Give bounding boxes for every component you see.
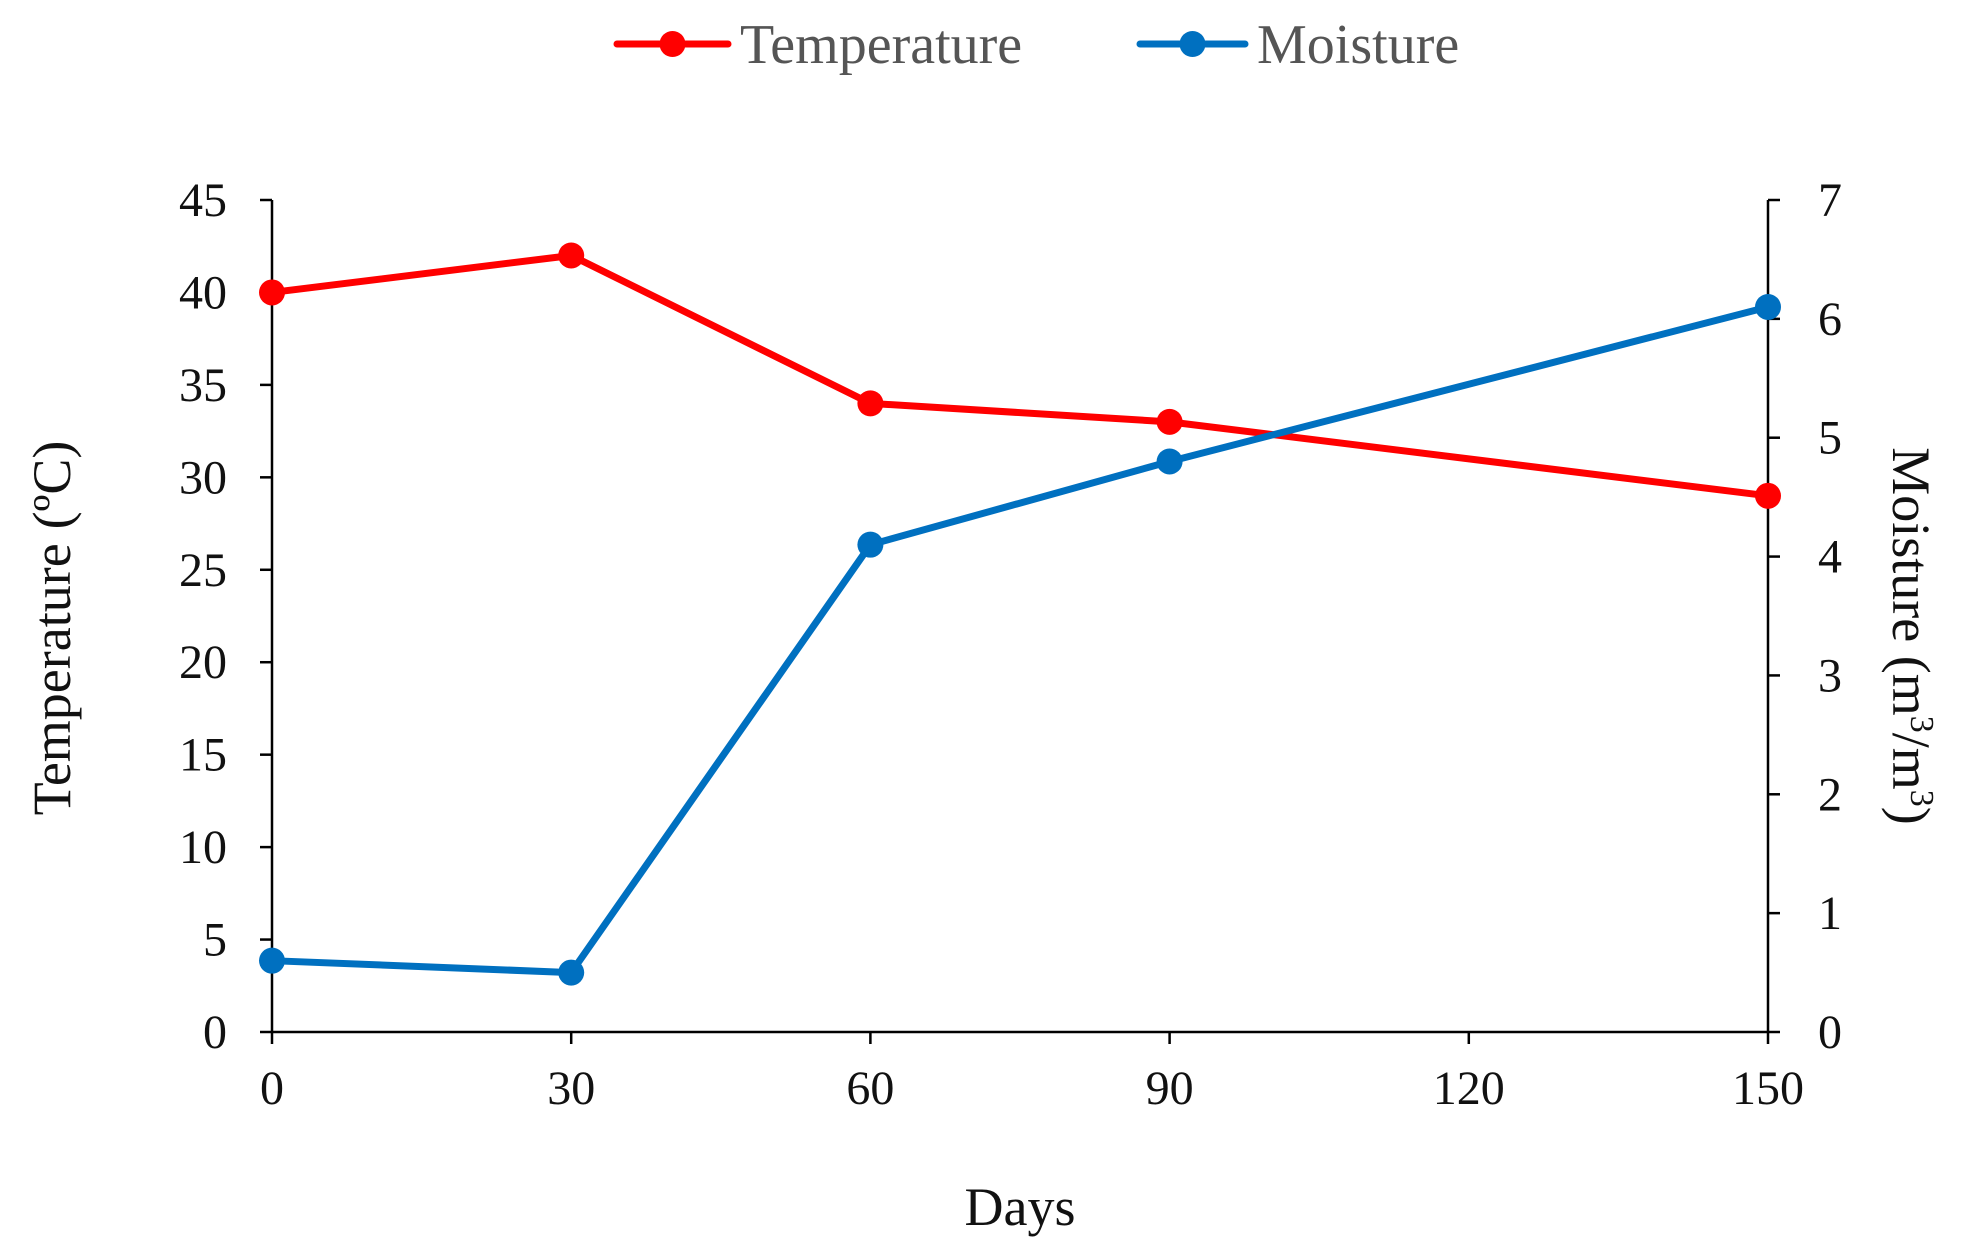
y-left-tick-label: 0 [203,1006,227,1059]
y-left-tick-label: 20 [179,636,227,689]
y-right-title-sup1: 3 [1904,716,1941,733]
axis-titles: Days Temperature(ºC) Moisture (m3/m3) [22,441,1941,1237]
y-right-tick-label: 5 [1818,412,1842,465]
moisture-data-point [1755,293,1781,320]
y-left-tick-label: 15 [179,729,227,782]
y-right-axis-title: Moisture (m3/m3) [1881,447,1941,824]
x-axis-title: Days [965,1177,1076,1237]
y-left-tick-label: 40 [179,266,227,319]
y-left-tick-label: 5 [203,914,227,967]
legend-moisture-label: Moisture [1257,14,1459,76]
y-right-tick-label: 2 [1818,768,1842,821]
moisture-data-point [1156,448,1183,475]
x-tick-label: 120 [1433,1062,1505,1115]
legend-temperature-marker [659,31,686,57]
y-right-tick-label: 3 [1818,649,1842,702]
moisture-data-point [558,959,585,986]
x-tick-label: 150 [1732,1062,1804,1115]
temperature-data-point [1755,482,1781,509]
moisture-data-point [857,531,884,558]
x-tick-label: 60 [846,1062,894,1115]
y-right-title-mid: /m [1881,733,1941,790]
legend-temperature-label: Temperature [740,14,1022,76]
x-tick-label: 30 [547,1062,595,1115]
y-right-title-sup2: 3 [1904,790,1941,807]
y-right-tick-label: 6 [1818,293,1842,346]
temperature-data-point [857,390,884,417]
y-left-title-main: Temperature [22,543,82,815]
y-left-tick-label: 10 [179,821,227,874]
series-layer [259,242,1781,986]
y-right-tick-label: 4 [1818,531,1842,584]
y-right-tick-label: 1 [1818,887,1842,940]
y-right-tick-label: 0 [1818,1006,1842,1059]
y-right-title-end: ) [1881,807,1941,825]
x-tick-label: 90 [1146,1062,1194,1115]
temperature-series-line [268,251,1772,500]
y-left-tick-label: 35 [179,359,227,412]
legend: Temperature Moisture [613,14,1459,76]
y-left-title-unit: (ºC) [22,441,82,530]
temperature-data-point [558,242,585,269]
x-tick-label: 0 [260,1062,284,1115]
temperature-data-point [259,279,285,306]
y-right-title-main: Moisture (m [1881,447,1941,715]
legend-moisture-marker [1179,31,1206,57]
moisture-data-point [259,947,285,974]
temperature-data-point [1156,408,1183,435]
y-left-axis-title: Temperature (ºC) [22,441,82,816]
y-left-tick-label: 30 [179,451,227,504]
moisture-series-line [268,303,1772,977]
y-left-tick-label: 25 [179,544,227,597]
y-left-tick-label: 45 [179,174,227,227]
y-right-tick-label: 7 [1818,174,1842,227]
